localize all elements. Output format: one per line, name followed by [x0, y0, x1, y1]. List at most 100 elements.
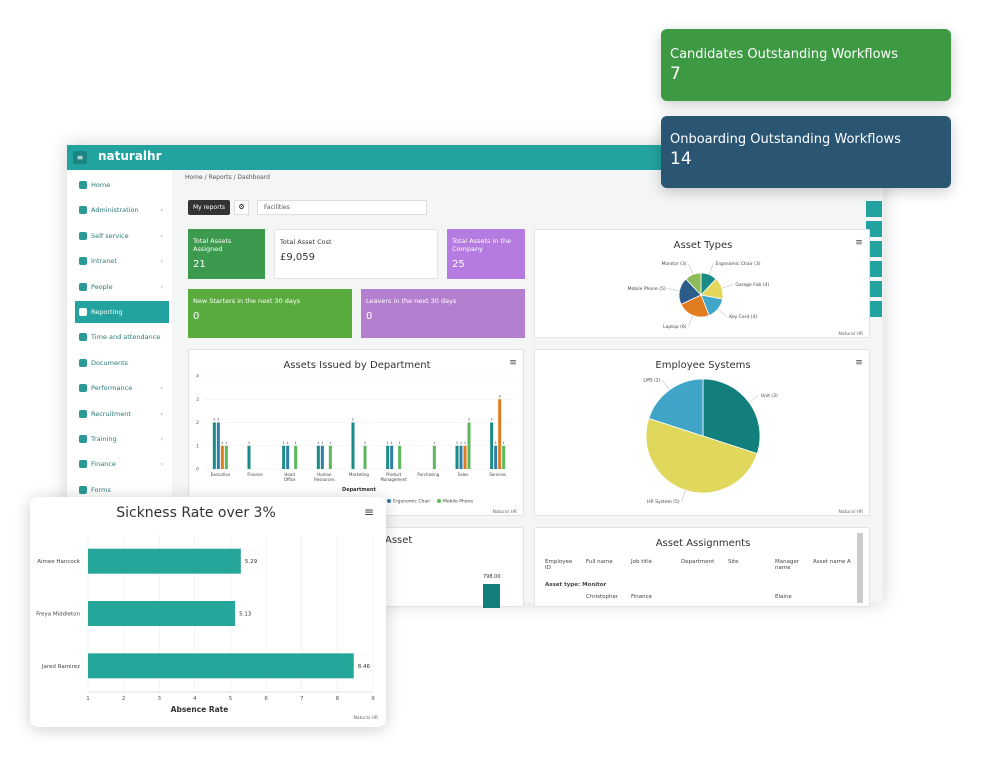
- x-tick-label: 9: [371, 696, 375, 702]
- chevron: ›: [160, 409, 163, 418]
- bar: [320, 445, 324, 469]
- icon: [79, 308, 87, 316]
- tile-value: 25: [452, 259, 465, 270]
- chevron: ›: [160, 257, 163, 266]
- chevron: ›: [160, 206, 163, 215]
- sidebar-item[interactable]: Intranet ›: [75, 250, 169, 272]
- value-label: 2: [491, 418, 493, 422]
- chart-menu[interactable]: ≡: [855, 238, 863, 248]
- value-label: 1: [317, 441, 319, 445]
- side-tools: [866, 201, 882, 319]
- table-cell: Full name: [586, 559, 613, 565]
- settings-button[interactable]: ⚙: [234, 200, 249, 215]
- x-tick-label: Executive: [211, 472, 231, 477]
- tile-value: 0: [193, 311, 200, 322]
- tool-button[interactable]: [866, 261, 882, 277]
- value-label: 5.13: [239, 612, 252, 618]
- tile: Leavers in the next 30 days 0: [361, 289, 525, 338]
- bar: [467, 422, 471, 469]
- sidebar-label: Self service: [91, 231, 129, 240]
- sidebar-item[interactable]: Performance ›: [75, 377, 169, 399]
- table-cell: Asset name: [813, 559, 846, 565]
- value-label: 1: [225, 441, 227, 445]
- icon: [79, 358, 87, 367]
- slice-label: Monitor (3): [662, 261, 687, 267]
- chart-menu[interactable]: ≡: [855, 358, 863, 368]
- table-cell: Manager name: [775, 559, 800, 571]
- bar: [390, 445, 394, 469]
- card-value: 7: [670, 64, 681, 84]
- report-dropdown[interactable]: Facilities: [257, 200, 427, 215]
- x-tick-label: 4: [193, 696, 197, 702]
- tile: Total Assets Assigned 21: [188, 229, 265, 279]
- breadcrumb[interactable]: Home / Reports / Dashboard: [185, 174, 270, 181]
- tool-button[interactable]: [866, 241, 882, 257]
- icon: [79, 282, 87, 291]
- slice-label: Ergonomic Chair (3): [716, 261, 761, 267]
- scrollbar[interactable]: [857, 533, 863, 603]
- tile-title: Total Asset Cost: [280, 238, 332, 246]
- tile: New Starters in the next 30 days 0: [188, 289, 352, 338]
- value-label: 1: [433, 441, 435, 445]
- x-tick-label: Services: [489, 472, 506, 477]
- icon: [79, 435, 87, 443]
- my-reports-button[interactable]: My reports: [188, 200, 230, 215]
- sidebar-item[interactable]: Forms: [75, 479, 169, 501]
- pie-slice: [648, 378, 704, 437]
- y-tick-label: 4: [196, 374, 199, 380]
- value-label: 1: [391, 441, 393, 445]
- legend-swatch: [387, 499, 391, 503]
- sidebar-item[interactable]: Documents: [75, 352, 169, 374]
- sidebar-item[interactable]: People ›: [75, 276, 169, 298]
- sidebar-item[interactable]: Recruitment ›: [75, 403, 169, 425]
- bar: [316, 445, 320, 469]
- chart-title: Assets Issued by Department: [283, 360, 430, 371]
- y-tick-label: 0: [196, 467, 199, 473]
- pie-slice: [702, 378, 761, 455]
- x-tick-label: 6: [264, 696, 268, 702]
- sidebar-item[interactable]: Finance ›: [75, 453, 169, 475]
- x-tick-label: Purchasing: [417, 472, 439, 477]
- legend-swatch: [437, 499, 441, 503]
- sidebar-label: Reporting: [91, 308, 123, 316]
- chart-menu[interactable]: ≡: [364, 505, 374, 519]
- slice-label: HR System (5): [647, 499, 680, 505]
- bar: [220, 445, 224, 469]
- leader-line: [662, 380, 670, 391]
- sidebar-label: Administration: [91, 206, 139, 215]
- chevron: ›: [160, 460, 163, 469]
- sidebar-item[interactable]: Training ›: [75, 428, 169, 450]
- tile-title: Leavers in the next 30 days: [366, 297, 457, 305]
- chart-credit: Natural HR: [492, 509, 517, 515]
- sidebar-item[interactable]: Administration ›: [75, 199, 169, 221]
- tool-button[interactable]: [866, 281, 882, 297]
- y-tick-label: Freya Middleton: [36, 612, 80, 618]
- sidebar-item[interactable]: Home: [75, 174, 169, 196]
- value-label: 2: [352, 418, 354, 422]
- value-label: 1: [495, 441, 497, 445]
- icon: [79, 460, 87, 469]
- asset-assignments: Asset Assignments Employee ID Full name Jo…: [534, 527, 870, 607]
- tool-button[interactable]: [866, 301, 882, 317]
- tile-title: New Starters in the next 30 days: [193, 297, 301, 305]
- chart-card: Employee Systems ≡ Natural HR Unit (3) HR Sy…: [534, 349, 870, 516]
- bar: [498, 399, 502, 469]
- leader-line: [717, 308, 728, 317]
- bar: [294, 445, 298, 469]
- sidebar-item[interactable]: Time and attendance: [75, 326, 169, 348]
- chart-title: Sickness Rate over 3%: [116, 505, 276, 521]
- chart-menu[interactable]: ≡: [509, 358, 517, 368]
- x-axis-label: Absence Rate: [171, 705, 229, 714]
- sidebar-item[interactable]: Self service ›: [75, 225, 169, 247]
- y-tick-label: Jared Ramirez: [41, 664, 80, 670]
- sidebar-item[interactable]: Reporting: [75, 301, 169, 323]
- tile: Total Assets in the Company 25: [447, 229, 525, 279]
- sidebar-label: People: [91, 282, 113, 291]
- menu-button[interactable]: ≡: [73, 151, 87, 164]
- tile-value: 0: [366, 311, 373, 322]
- chevron: ›: [160, 435, 163, 443]
- x-tick-label: Head Office: [284, 472, 296, 482]
- tool-button[interactable]: [866, 201, 882, 217]
- tool-button[interactable]: [866, 221, 882, 237]
